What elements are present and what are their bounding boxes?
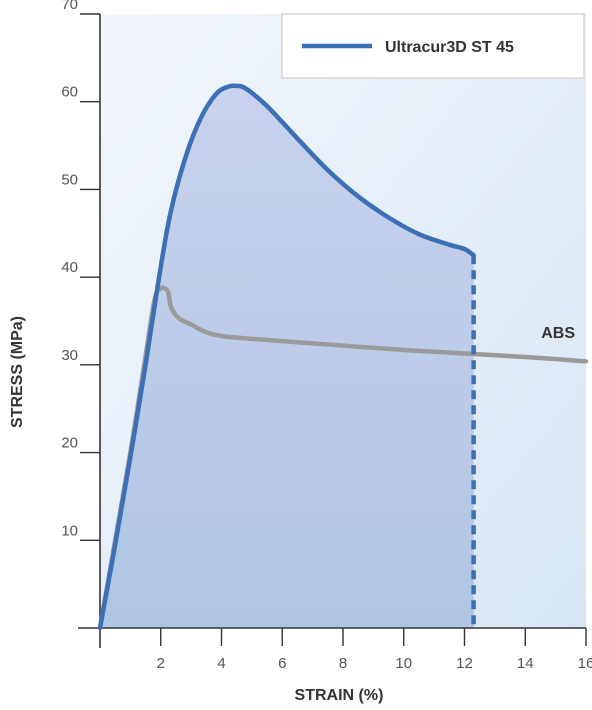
y-tick-label: 50 [61, 171, 78, 188]
x-tick-label: 4 [217, 655, 225, 672]
y-tick-label: 10 [61, 522, 78, 539]
y-tick-label: 40 [61, 259, 78, 276]
x-tick-label: 14 [517, 655, 534, 672]
y-tick-label: 30 [61, 347, 78, 364]
abs-series-label: ABS [541, 325, 575, 342]
x-tick-label: 2 [157, 655, 165, 672]
tick-marks: 2 4 6 8 10 12 14 16 10 20 30 40 50 60 70 [61, 0, 592, 672]
legend-label-ultracur: Ultracur3D ST 45 [385, 39, 514, 56]
x-tick-label: 6 [278, 655, 286, 672]
x-tick-label: 8 [339, 655, 347, 672]
y-tick-label: 60 [61, 84, 78, 101]
y-tick-label: 70 [61, 0, 78, 13]
x-tick-label: 12 [456, 655, 473, 672]
legend: Ultracur3D ST 45 [281, 13, 585, 79]
x-tick-label: 10 [395, 655, 412, 672]
x-tick-label: 16 [578, 655, 592, 672]
ultracur-stress-line [97, 83, 476, 631]
x-axis-title: STRAIN (%) [295, 687, 384, 704]
y-axis-title: STRESS (MPa) [9, 316, 26, 428]
ultracur-stress-area [100, 85, 474, 628]
axes [78, 14, 586, 629]
y-tick-label: 20 [61, 435, 78, 452]
